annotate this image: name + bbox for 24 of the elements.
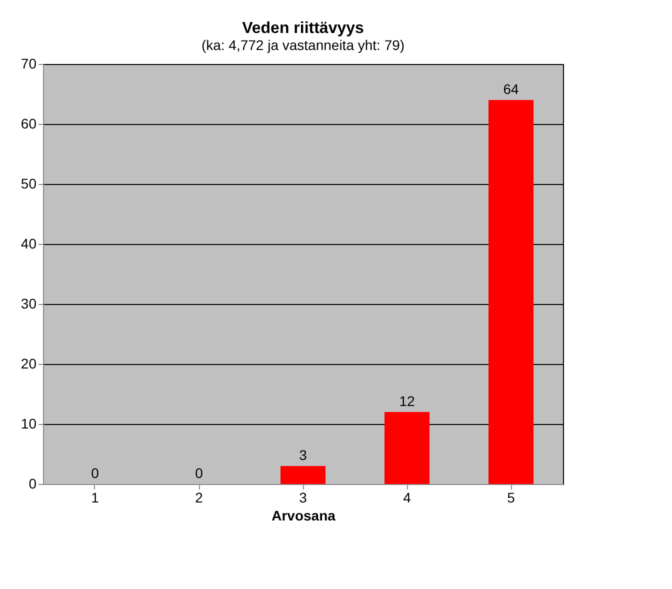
x-tick-label: 1 [91, 490, 100, 506]
y-tick-label: 0 [28, 476, 37, 492]
x-tick-label: 5 [507, 490, 516, 506]
y-tick-label: 50 [20, 176, 37, 192]
data-label: 12 [399, 393, 415, 409]
bar [384, 412, 430, 484]
y-tick-label: 20 [20, 356, 37, 372]
bar [488, 100, 534, 484]
x-axis-title: Arvosana [272, 508, 336, 524]
y-tick-label: 60 [20, 116, 37, 132]
x-tick-label: 3 [299, 490, 308, 506]
x-tick-label: 2 [195, 490, 204, 506]
chart-subtitle: (ka: 4,772 ja vastanneita yht: 79) [201, 37, 405, 53]
x-tick-label: 4 [403, 490, 412, 506]
bar [280, 466, 326, 484]
y-tick-label: 30 [20, 296, 37, 312]
chart-title: Veden riittävyys [242, 20, 364, 37]
data-label: 3 [299, 447, 308, 463]
data-label: 64 [503, 81, 519, 97]
y-tick-label: 10 [20, 416, 37, 432]
data-label: 0 [195, 465, 204, 481]
data-label: 0 [91, 465, 100, 481]
y-tick-label: 70 [20, 56, 37, 72]
y-tick-label: 40 [20, 236, 37, 252]
